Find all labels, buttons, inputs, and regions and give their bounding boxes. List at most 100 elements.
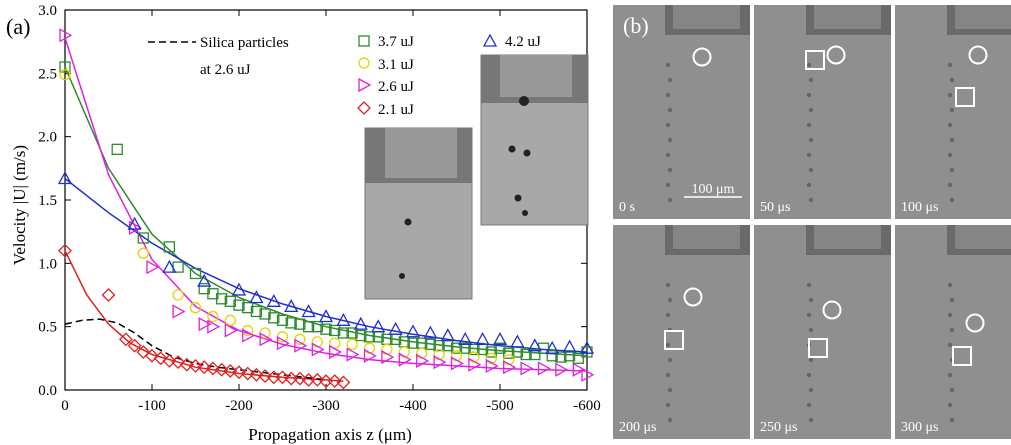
particle-trail-dot (808, 77, 814, 83)
data-point (242, 328, 256, 343)
data-point (346, 338, 358, 351)
particle-trail-dot (949, 77, 955, 83)
legend-marker-3-7 (358, 35, 370, 47)
data-point (301, 304, 316, 318)
particle-trail-dot (667, 77, 673, 83)
tracked-particle-circle (683, 287, 703, 307)
data-point (205, 361, 220, 376)
tracked-particle-square (805, 50, 825, 70)
data-point (58, 243, 72, 258)
particle-trail-dot (665, 372, 671, 378)
micrograph-frame: 100 μs (895, 5, 1011, 219)
data-point (302, 321, 315, 333)
frame-background (613, 5, 750, 219)
data-point (371, 319, 386, 333)
frame-time-label: 200 μs (619, 420, 656, 435)
particle-trail-dot (947, 182, 953, 188)
data-point (163, 241, 176, 253)
inset-right-particle-1 (519, 96, 529, 106)
data-point (198, 317, 212, 332)
particle-trail-dot (806, 122, 812, 128)
frame-time-label: 100 μs (901, 200, 938, 215)
inset-right-particle-5 (522, 210, 528, 216)
data-point (59, 28, 73, 43)
particle-trail-dot (808, 387, 814, 393)
tracked-particle-circle (692, 47, 712, 67)
data-point (381, 349, 395, 365)
y-tick-label: 0.0 (38, 383, 57, 399)
data-point (450, 342, 463, 354)
data-point (172, 304, 186, 319)
data-point (59, 61, 71, 73)
legend-label-3-1: 3.1 uJ (378, 57, 414, 73)
x-tick-label: -200 (225, 398, 253, 414)
data-point (231, 282, 247, 296)
particle-trail-dot (667, 107, 673, 113)
particle-trail-dot (806, 372, 812, 378)
particle-trail-dot (667, 197, 673, 203)
particle-trail-dot (808, 137, 814, 143)
data-point (492, 331, 508, 345)
y-tick-label: 3.0 (38, 3, 57, 19)
particle-trail-dot (949, 297, 955, 303)
frame-background (754, 225, 891, 439)
data-point (153, 351, 168, 366)
data-point (276, 314, 289, 326)
data-point (485, 358, 499, 374)
data-point (416, 347, 428, 359)
data-point (188, 359, 203, 373)
micrograph-frame: 0 s 100 μm (b) (613, 5, 750, 219)
particle-trail-dot (806, 402, 812, 408)
legend-label-2-1: 2.1 uJ (378, 102, 414, 118)
data-point (520, 348, 532, 361)
inset-image-right-tip-inner (500, 55, 572, 97)
data-point (207, 319, 221, 334)
legend-label-3-7: 3.7 uJ (378, 34, 414, 50)
tracked-particle-square (664, 330, 684, 350)
data-point (207, 310, 219, 323)
legend: Silica particles at 2.6 uJ 3.7 uJ 3.1 uJ… (148, 33, 541, 118)
inset-image-left-tip-inner (385, 128, 457, 178)
y-tick-label: 2.5 (38, 66, 57, 82)
scale-bar-label: 100 μm (692, 182, 735, 197)
data-point (346, 347, 360, 362)
data-point (458, 331, 473, 345)
data-point (294, 338, 308, 353)
data-point (336, 375, 351, 390)
data-point (579, 340, 595, 354)
data-point (562, 339, 577, 353)
data-point (529, 348, 541, 361)
particle-trail-dot (947, 92, 953, 98)
data-point (224, 323, 238, 338)
data-point (197, 360, 212, 375)
particle-trail-dot (808, 167, 814, 173)
frame-background (895, 225, 1011, 439)
data-point (450, 356, 464, 371)
particle-trail-dot (806, 62, 812, 68)
particle-trail-dot (949, 137, 955, 143)
data-point (581, 367, 595, 382)
particle-trail-dot (949, 387, 955, 393)
particle-trail-dot (806, 92, 812, 98)
data-point (545, 340, 560, 354)
frame-time-label: 250 μs (760, 420, 797, 435)
panel-b-label: (b) (623, 13, 649, 38)
particle-trail-dot (949, 107, 955, 113)
data-point (388, 321, 403, 335)
data-point (424, 338, 437, 351)
data-point (285, 317, 297, 329)
particle-trail-dot (667, 137, 673, 143)
data-point (423, 325, 438, 339)
inset-left-particle-2 (399, 273, 405, 279)
data-point (145, 348, 159, 363)
y-axis-title: Velocity |U| (m/s) (10, 145, 29, 265)
fiber-tip-inner (955, 5, 1011, 29)
particle-trail-dot (665, 92, 671, 98)
particle-trail-dot (806, 312, 812, 318)
data-point (503, 347, 515, 359)
data-point (459, 342, 471, 354)
data-point (311, 321, 323, 333)
data-point (485, 346, 497, 358)
data-point (320, 323, 332, 335)
